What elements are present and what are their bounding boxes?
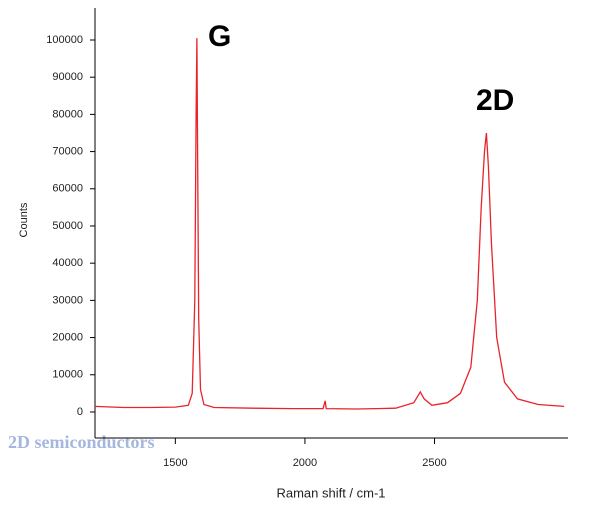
y-tick-label: 10000 <box>52 369 83 381</box>
x-tick-label: 2000 <box>293 457 317 469</box>
y-tick-label: 60000 <box>52 183 83 195</box>
y-tick-label: 80000 <box>52 108 83 120</box>
x-tick-label: 1500 <box>163 457 187 469</box>
y-tick-label: 50000 <box>52 220 83 232</box>
y-tick-label: 20000 <box>52 331 83 343</box>
y-tick-label: 40000 <box>52 257 83 269</box>
y-tick-label: 30000 <box>52 294 83 306</box>
y-tick-label: 0 <box>77 406 83 418</box>
x-tick-label: 2500 <box>422 457 446 469</box>
annotation: G <box>208 20 231 53</box>
y-tick-label: 70000 <box>52 145 83 157</box>
y-axis-label: Counts <box>18 202 30 237</box>
y-tick-label: 90000 <box>52 71 83 83</box>
y-tick-label: 100000 <box>46 34 83 46</box>
watermark: 2D semiconductors <box>8 432 155 452</box>
spectrum-line <box>94 38 565 410</box>
annotation: 2D <box>476 84 514 117</box>
x-axis-label: Raman shift / cm-1 <box>276 485 385 500</box>
